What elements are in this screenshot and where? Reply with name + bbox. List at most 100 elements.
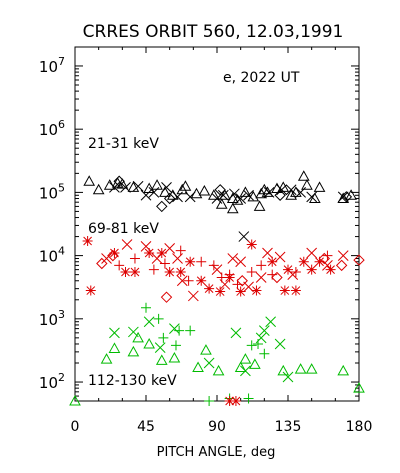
- data-point-x: [148, 187, 160, 198]
- data-point-triangle: [261, 186, 274, 197]
- data-point-triangle: [249, 358, 261, 369]
- x-tick-label: 0: [71, 419, 80, 435]
- data-point-triangle: [305, 363, 318, 374]
- data-point-x: [169, 323, 180, 334]
- data-point-asterisk: [314, 256, 325, 267]
- data-point-diamond: [96, 257, 108, 270]
- y-tick-label: 102: [39, 371, 65, 392]
- data-point-x: [276, 184, 288, 196]
- data-point-asterisk: [144, 247, 155, 258]
- data-point-diamond: [113, 175, 125, 187]
- data-point-triangle: [239, 186, 252, 197]
- data-point-x: [120, 182, 131, 193]
- data-point-plus: [141, 302, 151, 313]
- data-point-x: [274, 251, 286, 263]
- data-point-x: [229, 188, 240, 200]
- data-point-x: [282, 371, 294, 383]
- data-point-x: [240, 365, 251, 377]
- data-point-x: [187, 290, 199, 302]
- data-point-diamond: [160, 291, 173, 303]
- data-point-diamond: [353, 254, 365, 266]
- data-point-triangle: [247, 190, 260, 202]
- data-point-plus: [114, 260, 125, 271]
- data-point-triangle: [345, 189, 357, 200]
- data-point-asterisk: [235, 286, 246, 297]
- data-point-asterisk: [82, 236, 93, 247]
- energy-label-low: 21-31 keV: [88, 136, 159, 152]
- data-point-diamond: [107, 249, 119, 262]
- data-point-triangle: [83, 175, 96, 186]
- y-tick-label: 107: [39, 55, 65, 76]
- data-point-plus: [290, 267, 301, 278]
- data-point-x: [143, 316, 155, 328]
- data-point-x: [238, 231, 250, 242]
- data-point-x: [306, 191, 318, 203]
- data-point-asterisk: [109, 247, 120, 258]
- data-point-asterisk: [196, 275, 207, 286]
- data-point-plus: [170, 340, 181, 351]
- y-tick-label: 105: [39, 181, 65, 202]
- data-point-asterisk: [129, 267, 140, 278]
- data-point-x: [322, 260, 333, 271]
- data-point-triangle: [155, 354, 168, 365]
- data-point-asterisk: [230, 396, 241, 406]
- data-point-plus: [246, 267, 257, 278]
- x-tick-label: 135: [275, 419, 302, 435]
- x-axis-label: PITCH ANGLE, deg: [157, 445, 276, 460]
- x-tick-label: 45: [137, 419, 155, 435]
- data-point-plus: [153, 313, 164, 324]
- data-point-x: [227, 253, 239, 264]
- data-point-triangle: [207, 189, 220, 200]
- data-point-triangle: [277, 364, 290, 376]
- chart-title: CRRES ORBIT 560, 12.03,1991: [83, 22, 344, 42]
- data-point-triangle: [212, 364, 225, 376]
- data-point-plus: [256, 260, 267, 271]
- data-point-triangle: [285, 189, 298, 200]
- data-point-plus: [174, 325, 185, 336]
- data-point-triangle: [258, 183, 271, 195]
- data-point-x: [258, 325, 270, 337]
- data-point-asterisk: [204, 283, 215, 294]
- data-point-x: [151, 253, 163, 264]
- data-point-x: [128, 326, 139, 338]
- data-point-diamond: [335, 259, 348, 272]
- data-point-triangle: [253, 200, 266, 211]
- data-point-triangle: [151, 179, 163, 190]
- data-point-x: [262, 247, 273, 259]
- data-point-triangle: [239, 353, 252, 364]
- data-point-diamond: [214, 184, 226, 196]
- data-point-triangle: [200, 344, 212, 355]
- data-point-triangle: [234, 361, 247, 372]
- annotation-label: e, 2022 UT: [223, 70, 300, 86]
- data-point-triangle: [337, 364, 350, 376]
- data-point-triangle: [353, 382, 365, 393]
- data-point-x: [265, 316, 276, 328]
- x-tick-label: 180: [346, 419, 373, 435]
- data-point-asterisk: [156, 247, 167, 258]
- data-point-triangle: [215, 198, 228, 209]
- data-point-plus: [129, 253, 140, 264]
- data-point-x: [140, 189, 152, 201]
- data-point-triangle: [313, 181, 326, 192]
- data-point-triangle: [308, 192, 321, 204]
- data-point-plus: [224, 269, 235, 280]
- data-point-x: [161, 182, 172, 193]
- data-point-asterisk: [279, 285, 290, 296]
- data-point-x: [140, 241, 152, 252]
- data-point-x: [337, 250, 349, 261]
- data-point-asterisk: [175, 267, 186, 278]
- data-point-plus: [183, 275, 194, 286]
- data-point-asterisk: [267, 256, 278, 267]
- data-point-asterisk: [120, 267, 131, 278]
- data-point-x: [176, 275, 188, 287]
- data-point-plus: [159, 258, 170, 269]
- data-point-plus: [246, 340, 257, 351]
- data-point-x: [164, 243, 176, 254]
- data-point-asterisk: [298, 256, 309, 267]
- data-point-x: [203, 357, 215, 369]
- data-point-plus: [148, 264, 159, 275]
- data-point-x: [109, 327, 120, 339]
- data-point-triangle: [192, 361, 204, 372]
- data-point-plus: [253, 338, 264, 349]
